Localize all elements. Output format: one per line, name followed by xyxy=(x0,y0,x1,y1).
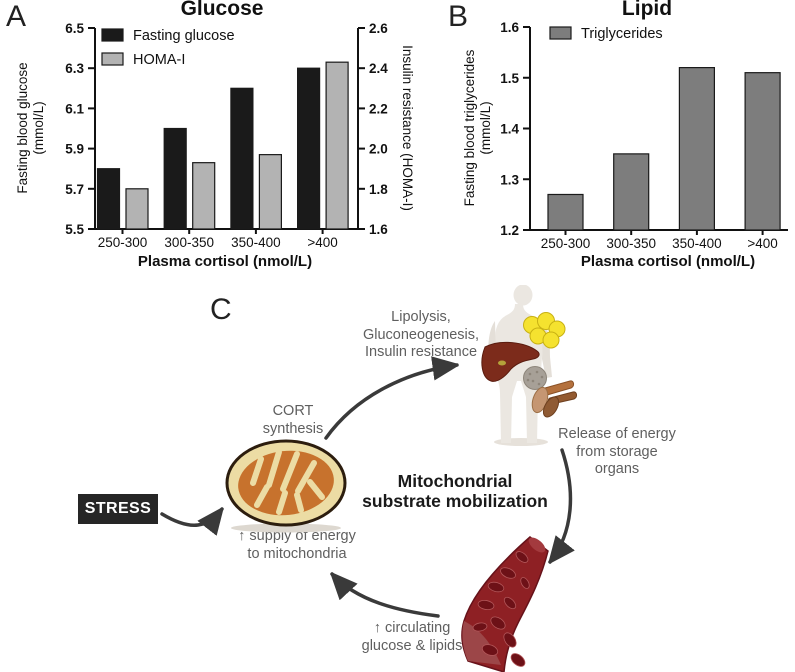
mitochondrion-shadow xyxy=(231,523,341,533)
chart-title: Glucose xyxy=(181,0,264,20)
panel-c-label: C xyxy=(210,293,232,326)
x-tick-label: 250-300 xyxy=(541,236,591,251)
y-axis-label: Fasting blood glucose(mmol/L) xyxy=(15,62,46,193)
cristae xyxy=(250,449,325,515)
left-tick-label: 1.5 xyxy=(500,71,519,86)
x-tick-label: 350-400 xyxy=(231,235,281,250)
mitochondrion-icon xyxy=(225,439,347,533)
right-tick-label: 2.2 xyxy=(369,101,388,116)
x-axis-label: Plasma cortisol (nmol/L) xyxy=(581,253,755,270)
diagram-title: Mitochondrial substrate mobilization xyxy=(362,471,548,512)
legend-label: HOMA-I xyxy=(133,52,185,68)
bar-triglycerides xyxy=(613,153,650,231)
fat-cells xyxy=(523,312,566,349)
stress-box: STRESS xyxy=(78,494,158,524)
bar-fasting-glucose xyxy=(230,87,254,230)
bar-fasting-glucose xyxy=(163,127,187,230)
x-tick-label: 300-350 xyxy=(606,236,656,251)
bar-homa-i xyxy=(125,188,149,230)
bar-homa-i xyxy=(325,61,349,230)
bar-homa-i xyxy=(192,162,216,230)
bar-triglycerides xyxy=(744,72,781,231)
cort-synthesis-label: CORT synthesis xyxy=(262,403,324,437)
human-body-organs-icon xyxy=(481,285,577,446)
arrow-stress-to-mitochondrion xyxy=(160,509,222,525)
right-tick-label: 2.0 xyxy=(369,142,388,157)
left-tick-label: 6.1 xyxy=(65,101,84,116)
left-tick-label: 1.4 xyxy=(500,122,519,137)
circulating-label: ↑ circulating glucose & lipids xyxy=(361,620,463,654)
x-tick-label: 300-350 xyxy=(164,235,214,250)
x-tick-label: >400 xyxy=(307,235,337,250)
liver xyxy=(481,341,540,382)
x-axis-label: Plasma cortisol (nmol/L) xyxy=(138,253,312,270)
right-tick-label: 2.4 xyxy=(369,61,388,76)
left-tick-label: 1.3 xyxy=(500,172,519,187)
arrow-cort-to-organs xyxy=(324,365,459,440)
supply-energy-label: ↑ supply of energy to mitochondria xyxy=(238,528,356,562)
left-tick-label: 5.7 xyxy=(65,182,84,197)
legend-label: Triglycerides xyxy=(581,26,663,42)
right-tick-label: 2.6 xyxy=(369,21,388,36)
bar-triglycerides xyxy=(678,66,715,231)
adipose-ball xyxy=(523,366,547,390)
left-tick-label: 1.6 xyxy=(500,20,519,35)
bar-fasting-glucose xyxy=(96,168,121,230)
panel-b-label: B xyxy=(448,0,469,33)
bar-homa-i xyxy=(258,154,282,230)
chart-title: Lipid xyxy=(622,0,672,20)
x-tick-label: 250-300 xyxy=(98,235,148,250)
panel-a-label: A xyxy=(6,0,27,33)
right-tick-label: 1.6 xyxy=(369,222,388,237)
y-axis-label: Fasting blood triglycerides(mmol/L) xyxy=(462,49,493,206)
left-tick-label: 5.5 xyxy=(65,222,84,237)
legend-swatch xyxy=(549,26,572,40)
lipid-bar-chart: Lipid 1.2 1.3 1.4 1.5 1.6 Fasting blood trigly… xyxy=(462,0,788,270)
stress-label: STRESS xyxy=(84,500,152,517)
legend-swatch xyxy=(101,28,124,42)
right-tick-label: 1.8 xyxy=(369,182,388,197)
legend-label: Fasting glucose xyxy=(133,28,235,44)
x-tick-label: >400 xyxy=(747,236,777,251)
blood-vessel-icon xyxy=(461,536,549,672)
glucose-bar-chart: Glucose 5.5 5.7 5.9 6.1 6.3 6.5 1.6 1.8 2.0 2.2 2.4… xyxy=(15,0,415,270)
right-y-axis-label: Insulin resistance (HOMA-I) xyxy=(400,45,415,211)
arrow-vessel-to-mitochondrion xyxy=(332,574,440,618)
release-energy-label: Release of energy from storage organs xyxy=(558,426,676,478)
organ-teardrop xyxy=(542,396,560,418)
left-tick-label: 6.5 xyxy=(65,21,84,36)
legend-swatch xyxy=(101,52,124,66)
blood-cells xyxy=(472,551,530,667)
x-tick-label: 350-400 xyxy=(672,236,722,251)
bar-fasting-glucose xyxy=(297,67,321,230)
lipolysis-label: Lipolysis, Gluconeogenesis, Insulin resi… xyxy=(362,309,480,361)
bar-triglycerides xyxy=(547,193,584,231)
left-tick-label: 5.9 xyxy=(65,142,84,157)
left-tick-label: 1.2 xyxy=(500,223,519,238)
left-tick-label: 6.3 xyxy=(65,61,84,76)
